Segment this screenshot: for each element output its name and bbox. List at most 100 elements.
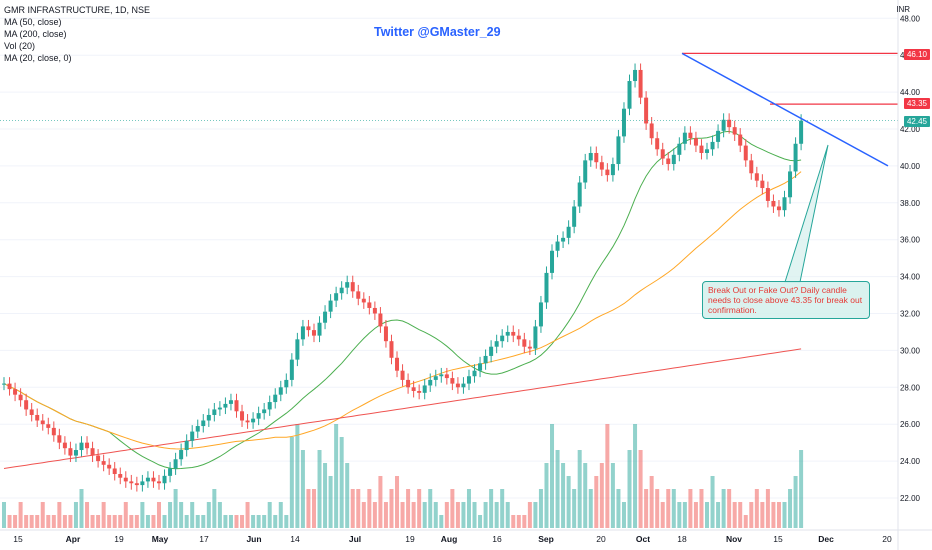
x-tick-label: Apr xyxy=(66,534,81,544)
candle-body xyxy=(389,341,394,358)
candle-body xyxy=(406,379,411,388)
candle-body xyxy=(627,81,632,109)
candle-body xyxy=(705,149,710,153)
candle-body xyxy=(566,226,571,238)
candle-body xyxy=(710,141,715,150)
volume-bar xyxy=(782,502,787,528)
candle-body xyxy=(433,376,438,380)
volume-bar xyxy=(217,502,222,528)
volume-bar xyxy=(356,489,361,528)
legend-vol: Vol (20) xyxy=(4,41,36,51)
y-tick-label: 48.00 xyxy=(900,14,921,23)
candle-body xyxy=(311,330,316,336)
candle-body xyxy=(527,346,532,349)
candle-body xyxy=(57,435,62,443)
candle-body xyxy=(361,298,366,303)
volume-bar xyxy=(328,476,333,528)
candle-body xyxy=(660,149,665,159)
x-axis: 15 Apr 19 May 17 Jun 14 Jul 19 Aug 16 Sep 20 Oct 18 Nov… xyxy=(0,529,932,544)
candle-body xyxy=(168,468,173,476)
volume-bar xyxy=(7,515,12,528)
volume-bar xyxy=(406,489,411,528)
volume-bar xyxy=(278,502,283,528)
volume-bar xyxy=(760,502,765,528)
y-tick-label: 24.00 xyxy=(900,457,921,466)
annotation-note[interactable]: Break Out or Fake Out? Daily candle need… xyxy=(702,281,870,319)
candle-body xyxy=(505,331,510,336)
x-tick-label: Nov xyxy=(726,534,742,544)
candle-body xyxy=(483,355,488,364)
candle-body xyxy=(96,455,101,462)
volume-bar xyxy=(367,489,372,528)
candle-body xyxy=(605,169,610,176)
y-axis: 22.00 24.00 26.00 28.00 30.00 32.00 34.00 36.00… xyxy=(897,0,921,550)
candle-body xyxy=(461,383,466,388)
volume-bar xyxy=(583,463,588,528)
candle-body xyxy=(594,152,599,163)
volume-bar xyxy=(300,450,305,528)
candle-body xyxy=(616,136,621,165)
candle-body xyxy=(466,376,471,384)
volume-bar xyxy=(212,489,217,528)
candle-body xyxy=(788,171,793,198)
volume-bar xyxy=(754,489,759,528)
currency-label: INR xyxy=(896,5,910,14)
candle-body xyxy=(245,420,250,423)
volume-bar xyxy=(738,502,743,528)
volume-bar xyxy=(339,437,344,528)
y-tick-label: 34.00 xyxy=(900,273,921,282)
candle-body xyxy=(799,120,804,144)
candle-body xyxy=(40,420,45,425)
candle-body xyxy=(273,394,278,403)
x-tick-label: 20 xyxy=(882,534,892,544)
volume-bar xyxy=(555,450,560,528)
candle-body xyxy=(776,206,781,211)
candle-body xyxy=(450,378,455,384)
volume-bar xyxy=(112,515,117,528)
volume-bar xyxy=(289,437,294,528)
trendline xyxy=(681,52,889,167)
candle-body xyxy=(699,145,704,153)
candle-body xyxy=(395,357,400,371)
volume-bar xyxy=(306,489,311,528)
candle-body xyxy=(489,346,494,356)
candle-body xyxy=(732,127,737,135)
candle-body xyxy=(621,108,626,137)
candle-body xyxy=(610,164,615,176)
candle-body xyxy=(323,311,328,323)
y-tick-label: 42.00 xyxy=(900,125,921,134)
candle-body xyxy=(555,241,560,251)
volume-bar xyxy=(489,489,494,528)
candle-body xyxy=(738,134,743,146)
candle-body xyxy=(51,427,56,436)
candle-body xyxy=(538,302,543,327)
x-tick-label: 14 xyxy=(290,534,300,544)
candle-body xyxy=(7,383,12,390)
volume-bar xyxy=(788,489,793,528)
candle-body xyxy=(411,387,416,391)
volume-bar xyxy=(156,502,161,528)
volume-bar xyxy=(184,515,189,528)
candle-body xyxy=(544,272,549,303)
candle-body xyxy=(350,282,355,292)
candle-body xyxy=(583,160,588,183)
candle-body xyxy=(754,173,759,181)
candle-body xyxy=(500,335,505,342)
volume-bar xyxy=(245,502,250,528)
legend-ma200: MA (200, close) xyxy=(4,29,67,39)
price-label-last: 42.45 xyxy=(903,116,930,127)
candle-body xyxy=(62,442,67,449)
volume-bar xyxy=(721,489,726,528)
volume-bar xyxy=(633,424,638,528)
volume-bar xyxy=(134,515,139,528)
volume-bar xyxy=(395,476,400,528)
volume-bar xyxy=(450,489,455,528)
volume-bar xyxy=(411,502,416,528)
candle-body xyxy=(727,119,732,128)
volume-bar xyxy=(428,489,433,528)
candle-body xyxy=(655,138,660,150)
volume-bars xyxy=(2,424,804,528)
volume-bar xyxy=(129,515,134,528)
volume-bar xyxy=(649,476,654,528)
